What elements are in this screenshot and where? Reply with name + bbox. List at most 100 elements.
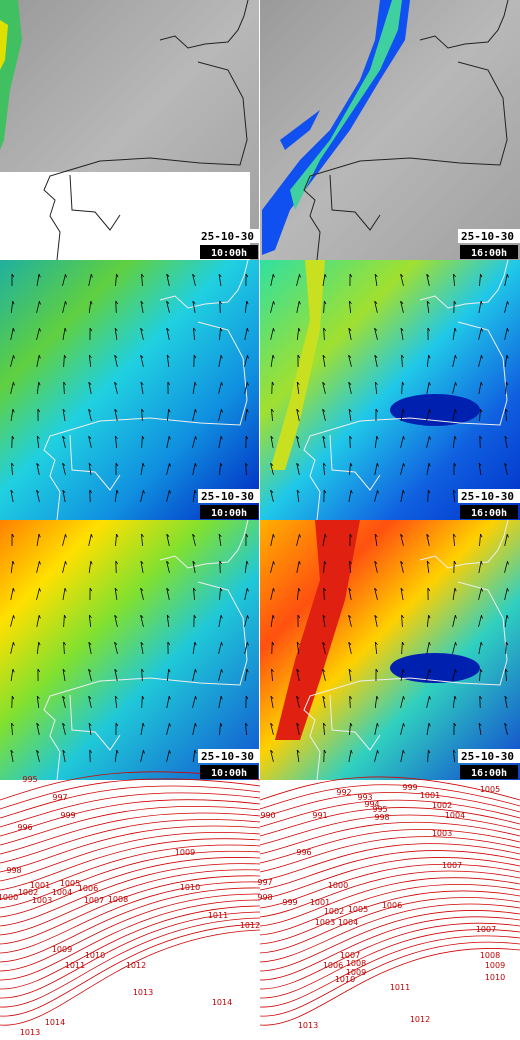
contour-label: 1004 [52,888,72,897]
wind-arrow [192,696,197,708]
wind-arrow [218,435,223,448]
wind-arrow [141,408,144,422]
wind-arrow [36,561,41,573]
wind-arrow [427,489,431,503]
wind-arrow [36,614,41,627]
wind-arrow [140,462,145,475]
wind-arrow [36,722,40,735]
wind-arrow [141,695,145,709]
wind-arrow [63,641,66,655]
wind-arrow [10,408,15,421]
isobar [259,903,520,963]
wind-arrow [62,561,67,573]
wind-arrow [400,327,404,340]
wind-arrow [374,750,379,762]
wind-arrow [219,560,222,574]
wind-arrow [219,327,223,341]
wind-arrow [219,300,222,314]
wind-arrow [10,749,14,762]
wind-arrow [62,462,66,475]
wind-arrow [10,588,15,600]
wind-arrow [218,354,223,367]
wind-arrow [296,381,300,394]
wind-arrow [218,614,223,627]
isobar [259,909,520,972]
wind-arrow [10,560,15,574]
wind-arrow [140,641,144,654]
wind-arrow [36,462,40,475]
isobar [0,825,261,873]
wind-arrow [322,614,326,627]
date-box [198,749,260,763]
wind-arrow [374,587,378,600]
wind-arrow [270,274,275,286]
wind-arrow [62,489,66,502]
contour-label: 995 [22,775,37,784]
wind-arrow [505,641,509,655]
wind-arrow [400,489,405,502]
isobar [0,863,261,927]
time-box [200,505,258,519]
wind-arrow [270,561,275,573]
contour-label: 1010 [85,951,105,960]
wind-arrow [426,533,430,546]
wind-arrow [296,327,301,341]
wind-arrow [400,273,404,286]
wind-arrow [479,668,483,682]
isobar [259,916,520,981]
isobar [259,877,520,927]
isobar [0,917,261,1008]
wind-arrow [244,560,249,574]
wind-arrow [426,641,431,654]
wind-arrow [62,301,67,313]
panel-time: 10:00h [211,508,247,519]
wind-arrow [400,696,405,708]
wind-arrow [400,668,405,681]
wind-arrow [166,695,171,708]
wind-arrow [270,462,274,475]
wind-arrow [62,695,66,708]
wind-arrow [193,614,197,628]
isobar [259,857,520,900]
time-box [200,765,258,779]
wind-arrow [348,614,352,627]
wind-arrow [244,328,249,340]
cloud-band [280,110,320,150]
wind-arrow [114,641,118,654]
isobar [259,843,520,882]
wind-arrow [374,490,379,502]
isobar [259,941,520,1017]
panel-date: 25-10-30 [461,230,514,243]
wind-arrow [400,587,404,600]
wind-arrow [426,273,430,286]
wind-arrow [348,668,352,681]
wind-arrow [36,695,40,708]
wind-arrow [114,614,118,627]
wind-arrow [452,355,457,367]
wind-arrow [271,408,274,422]
contour-label: 1007 [442,861,462,870]
wind-arrow [297,354,301,368]
wind-arrow [89,327,93,341]
wind-arrow [88,722,92,735]
wind-arrow [36,588,41,600]
wind-arrow [452,327,457,340]
wind-arrow [114,327,118,340]
wind-arrow [504,462,508,475]
contour-label: 1010 [485,973,505,982]
wind-arrow [114,408,118,421]
wind-arrow [322,533,327,546]
wind-arrow [479,435,483,449]
panel-date: 25-10-30 [201,490,254,503]
wind-arrow [166,560,170,573]
wind-arrow [374,695,379,709]
wind-arrow [374,327,378,340]
isobar [259,799,520,828]
contour-label: 1009 [175,848,195,857]
contour-label: 996 [17,823,32,832]
wind-arrow [270,614,275,627]
isobar [0,785,261,819]
cloud-core [0,20,8,70]
contour-label: 1001 [30,881,50,890]
wind-arrow [192,381,197,394]
